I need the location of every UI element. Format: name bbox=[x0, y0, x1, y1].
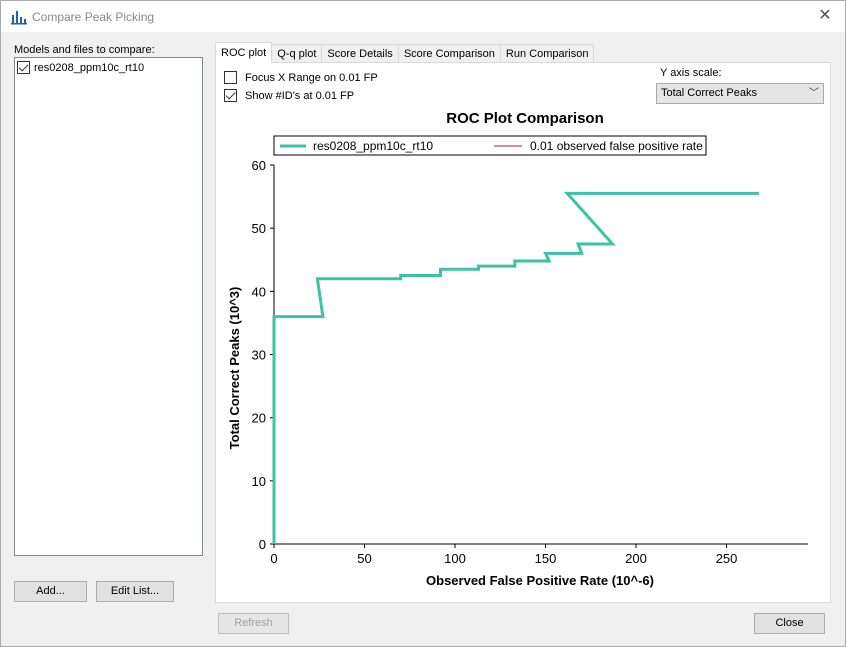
refresh-button[interactable]: Refresh bbox=[218, 613, 289, 634]
item-checkbox[interactable] bbox=[17, 61, 30, 74]
y-tick-label: 40 bbox=[252, 284, 266, 299]
legend-fp-label: 0.01 observed false positive rate bbox=[530, 139, 703, 153]
x-tick-label: 150 bbox=[535, 551, 557, 566]
window-close-icon[interactable]: ✕ bbox=[818, 7, 832, 24]
y-axis-label: Total Correct Peaks (10^3) bbox=[227, 287, 242, 450]
y-scale-label: Y axis scale: bbox=[660, 67, 722, 79]
add-button[interactable]: Add... bbox=[14, 581, 87, 602]
x-tick-label: 0 bbox=[270, 551, 277, 566]
tab-score-details[interactable]: Score Details bbox=[321, 44, 399, 63]
tab-roc-plot[interactable]: ROC plot bbox=[215, 42, 273, 63]
axes bbox=[273, 165, 808, 545]
y-scale-select[interactable]: Total Correct Peaks ﹀ bbox=[656, 83, 824, 104]
ticks: 0 50 100 150 200 250 0 10 20 30 40 50 60 bbox=[252, 158, 738, 566]
y-tick-label: 0 bbox=[259, 537, 266, 552]
focus-option[interactable]: Focus X Range on 0.01 FP bbox=[224, 71, 378, 84]
show-ids-option[interactable]: Show #ID's at 0.01 FP bbox=[224, 89, 354, 102]
y-tick-label: 60 bbox=[252, 158, 266, 173]
series-group bbox=[272, 191, 760, 544]
y-tick-label: 10 bbox=[252, 474, 266, 489]
show-ids-checkbox[interactable] bbox=[224, 89, 237, 102]
x-tick-label: 200 bbox=[625, 551, 647, 566]
title-bar: Compare Peak Picking ✕ bbox=[1, 1, 845, 32]
tab-run-comparison[interactable]: Run Comparison bbox=[499, 44, 595, 63]
edit-list-button[interactable]: Edit List... bbox=[96, 581, 174, 602]
focus-checkbox[interactable] bbox=[224, 71, 237, 84]
app-icon bbox=[11, 11, 27, 25]
y-scale-value: Total Correct Peaks bbox=[661, 87, 757, 99]
list-item[interactable]: res0208_ppm10c_rt10 bbox=[17, 61, 144, 74]
chevron-down-icon: ﹀ bbox=[809, 88, 819, 99]
y-tick-label: 20 bbox=[252, 411, 266, 426]
x-tick-label: 250 bbox=[716, 551, 738, 566]
x-axis-label: Observed False Positive Rate (10^-6) bbox=[426, 573, 654, 588]
chart-title: ROC Plot Comparison bbox=[446, 110, 604, 127]
tab-qq-plot[interactable]: Q-q plot bbox=[271, 44, 323, 63]
roc-plot-panel: Focus X Range on 0.01 FP Show #ID's at 0… bbox=[215, 62, 831, 603]
models-list[interactable]: res0208_ppm10c_rt10 bbox=[14, 57, 203, 556]
close-button[interactable]: Close bbox=[754, 613, 825, 634]
x-tick-label: 100 bbox=[444, 551, 466, 566]
focus-label: Focus X Range on 0.01 FP bbox=[245, 71, 378, 84]
window-title: Compare Peak Picking bbox=[32, 10, 155, 24]
show-ids-label: Show #ID's at 0.01 FP bbox=[245, 89, 355, 102]
list-item-label: res0208_ppm10c_rt10 bbox=[34, 61, 145, 74]
legend-series-label: res0208_ppm10c_rt10 bbox=[313, 139, 433, 153]
x-tick-label: 50 bbox=[357, 551, 371, 566]
tab-score-comparison[interactable]: Score Comparison bbox=[397, 44, 501, 63]
tab-strip: ROC plot Q-q plot Score Details Score Co… bbox=[215, 42, 595, 63]
y-tick-label: 50 bbox=[252, 221, 266, 236]
y-tick-label: 30 bbox=[252, 348, 266, 363]
roc-chart: ROC Plot Comparison res0208_ppm10c_rt10 … bbox=[227, 110, 808, 588]
models-label: Models and files to compare: bbox=[14, 44, 155, 56]
series-line bbox=[272, 191, 760, 544]
legend: res0208_ppm10c_rt10 0.01 observed false … bbox=[273, 135, 707, 156]
